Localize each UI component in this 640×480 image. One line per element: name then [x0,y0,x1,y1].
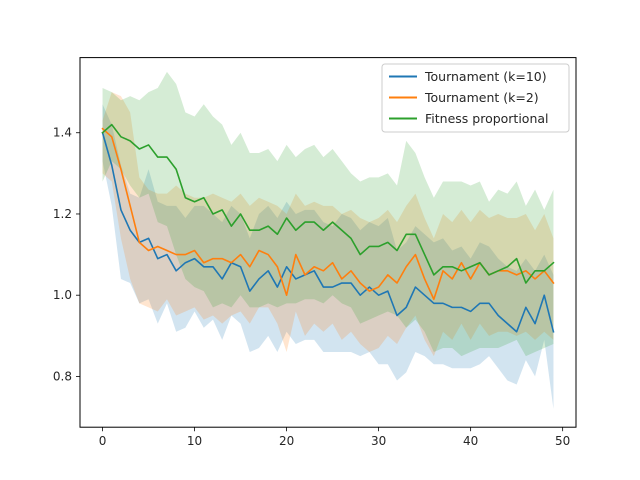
legend-label-tournament-k10: Tournament (k=10) [424,69,547,84]
plot-frame [79,57,577,428]
y-tick-label: 1.0 [53,288,72,302]
y-axis: 0.8 1.0 1.2 1.4 [53,126,80,383]
x-tick-label: 40 [463,434,478,448]
line-tournament-k-10 [101,131,555,333]
band-tournament-k-10 [102,104,554,409]
x-tick-label: 20 [279,434,294,448]
y-tick-label: 1.4 [53,126,72,140]
series-lines [101,123,555,333]
x-axis: 0 10 20 30 40 50 [99,427,570,448]
legend-frame [381,63,570,133]
y-tick-label: 1.2 [53,207,72,221]
line-tournament-k-2 [101,127,555,301]
legend-label-fitness-proportional: Fitness proportional [425,111,549,126]
x-tick-label: 30 [371,434,386,448]
x-tick-label: 10 [187,434,202,448]
line-fitness-proportional [101,123,555,284]
band-tournament-k-2 [102,92,554,357]
legend-label-tournament-k2: Tournament (k=2) [424,90,539,105]
x-tick-label: 50 [555,434,570,448]
band-fitness-proportional [102,71,554,357]
y-tick-label: 0.8 [53,369,72,383]
legend: Tournament (k=10) Tournament (k=2) Fitne… [381,63,570,133]
confidence-bands [102,71,554,409]
x-tick-label: 0 [99,434,107,448]
